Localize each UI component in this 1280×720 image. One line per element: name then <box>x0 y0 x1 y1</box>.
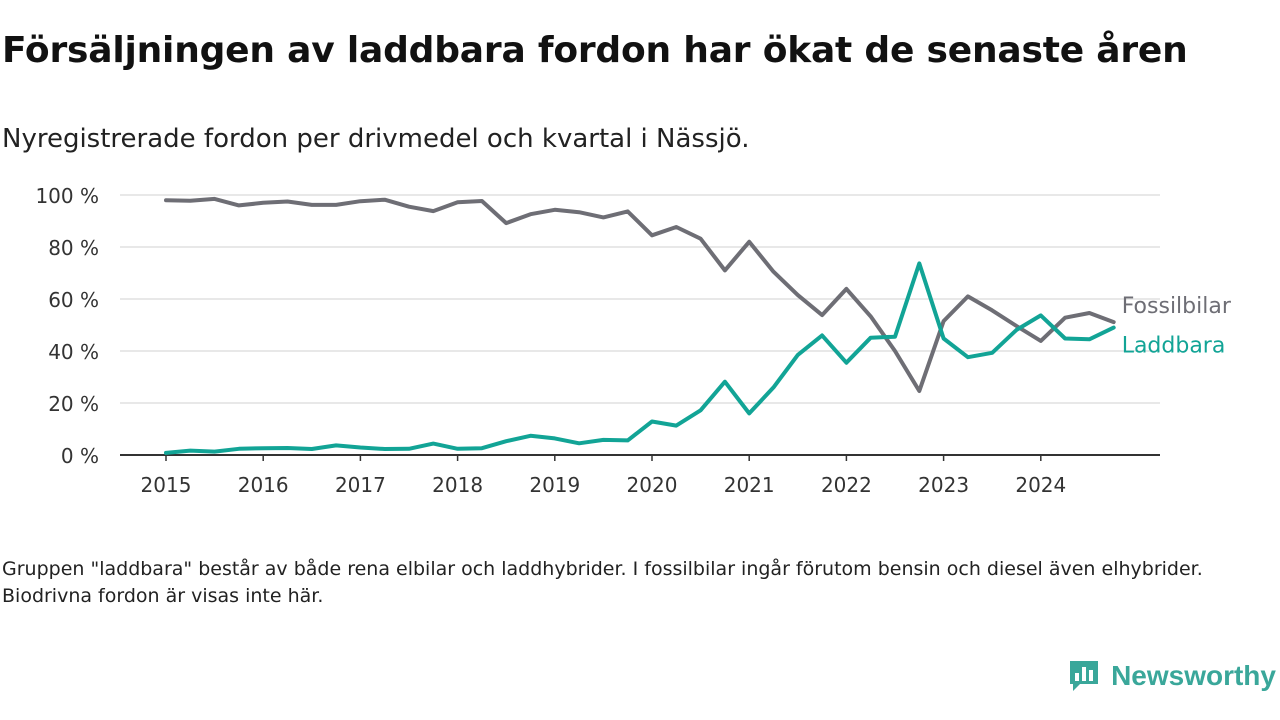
x-tick-label: 2024 <box>1015 473 1066 497</box>
x-tick-label: 2021 <box>724 473 775 497</box>
series-label-laddbara: Laddbara <box>1122 334 1226 359</box>
x-tick-label: 2018 <box>432 473 483 497</box>
series-lines <box>164 196 1116 455</box>
series-label-fossilbilar: Fossilbilar <box>1122 294 1232 319</box>
y-tick-label: 80 % <box>48 236 99 260</box>
y-tick-label: 40 % <box>48 340 99 364</box>
brand-name: Newsworthy <box>1111 660 1276 691</box>
x-tick-label: 2017 <box>335 473 386 497</box>
y-axis-tick-labels: 0 % 20 % 40 % 60 % 80 % 100 % <box>35 184 99 468</box>
chart-title: Försäljningen av laddbara fordon har öka… <box>2 30 1188 71</box>
series-labels: Fossilbilar Laddbara <box>1122 294 1232 358</box>
brand-logo: Newsworthy <box>1067 656 1276 696</box>
series-line-fossilbilar <box>164 196 1116 393</box>
y-tick-label: 100 % <box>35 184 99 208</box>
x-axis: 2015 2016 2017 2018 2019 2020 2021 2022 2023 2024 <box>120 454 1160 497</box>
x-tick-label: 2019 <box>529 473 580 497</box>
line-chart: 0 %20 %40 %60 %80 %100 % 2015 2016 2017 201… <box>35 184 1232 497</box>
y-tick-label: 20 % <box>48 392 99 416</box>
chart-subtitle: Nyregistrerade fordon per drivmedel och … <box>2 124 750 154</box>
x-tick-label: 2023 <box>918 473 969 497</box>
y-tick-label: 60 % <box>48 288 99 312</box>
y-tick-label: 0 % <box>61 444 99 468</box>
series-line-laddbara <box>164 261 1116 455</box>
x-tick-label: 2015 <box>141 473 192 497</box>
x-tick-label: 2020 <box>627 473 678 497</box>
x-tick-label: 2016 <box>238 473 289 497</box>
footnote: Gruppen "laddbara" består av både rena e… <box>2 558 1203 607</box>
newsworthy-logo-icon <box>1070 661 1099 691</box>
x-tick-label: 2022 <box>821 473 872 497</box>
gridlines <box>120 194 1160 404</box>
